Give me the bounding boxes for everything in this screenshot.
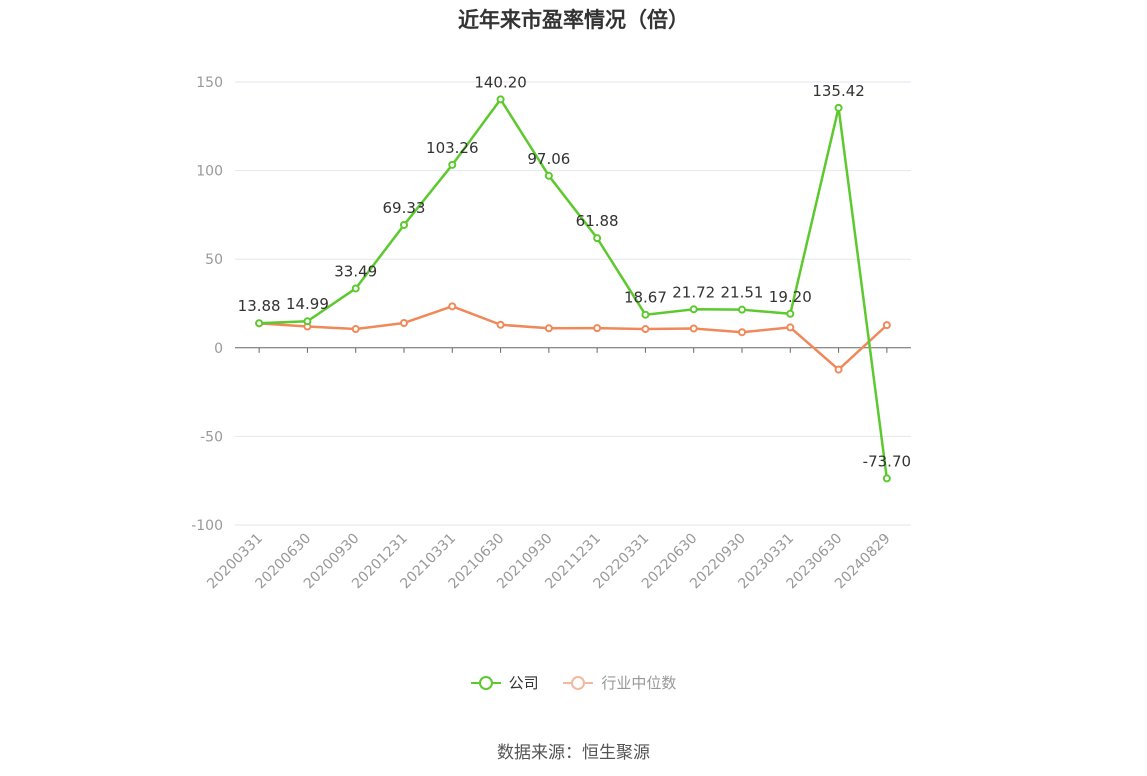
data-point-industry[interactable] <box>834 365 843 374</box>
data-point-company[interactable] <box>351 284 360 293</box>
y-tick-label: 150 <box>196 75 223 91</box>
data-label: 13.88 <box>238 297 281 315</box>
data-point-company[interactable] <box>496 95 505 104</box>
data-point-company[interactable] <box>834 103 843 112</box>
data-label: 21.72 <box>672 283 715 301</box>
data-point-industry[interactable] <box>351 325 360 334</box>
series <box>255 95 891 483</box>
data-point-company[interactable] <box>448 160 457 169</box>
data-point-company[interactable] <box>303 317 312 326</box>
y-tick-label: 100 <box>196 164 223 180</box>
data-label: 61.88 <box>576 212 619 230</box>
y-tick-label: 0 <box>214 341 223 357</box>
data-point-company[interactable] <box>544 171 553 180</box>
series-line-industry <box>259 305 888 371</box>
y-tick-label: -100 <box>191 518 223 534</box>
data-label: 33.49 <box>334 262 377 280</box>
data-point-company[interactable] <box>786 309 795 318</box>
data-point-industry[interactable] <box>738 328 746 337</box>
legend-label-company: 公司 <box>508 674 539 692</box>
data-label: 19.20 <box>769 288 812 306</box>
legend: 公司 行业中位数 <box>0 672 1147 694</box>
legend-swatch-industry <box>563 675 594 690</box>
data-label: 140.20 <box>474 73 527 91</box>
data-point-industry[interactable] <box>593 324 602 333</box>
data-label: 14.99 <box>286 295 329 313</box>
data-point-company[interactable] <box>738 305 746 314</box>
data-point-company[interactable] <box>689 305 698 314</box>
data-point-industry[interactable] <box>641 325 650 334</box>
data-point-company[interactable] <box>882 474 891 483</box>
data-point-industry[interactable] <box>400 318 408 327</box>
data-label: 97.06 <box>527 150 570 168</box>
data-point-industry[interactable] <box>786 323 795 332</box>
chart-title: 近年来市盈率情况（倍） <box>458 8 689 32</box>
legend-item-company[interactable]: 公司 <box>470 672 539 693</box>
data-point-industry[interactable] <box>448 302 457 311</box>
data-point-industry[interactable] <box>689 324 698 333</box>
legend-label-industry: 行业中位数 <box>601 674 677 692</box>
data-label: 69.33 <box>383 199 426 217</box>
data-point-company[interactable] <box>593 234 602 243</box>
data-label: 21.51 <box>721 284 764 302</box>
data-label: -73.70 <box>863 452 911 470</box>
pe-ratio-chart: 150100500-50-100202003312020063020200930… <box>191 73 911 592</box>
data-point-industry[interactable] <box>496 320 505 329</box>
data-label: 18.67 <box>624 289 667 307</box>
legend-item-industry[interactable]: 行业中位数 <box>563 672 676 693</box>
data-label: 103.26 <box>426 139 479 157</box>
data-label: 135.42 <box>812 82 865 100</box>
data-point-company[interactable] <box>255 319 264 328</box>
grid-lines <box>235 81 911 526</box>
data-point-industry[interactable] <box>544 324 553 333</box>
data-source: 数据来源：恒生聚源 <box>497 743 650 763</box>
y-tick-label: 50 <box>205 252 223 268</box>
data-point-company[interactable] <box>400 220 408 229</box>
data-labels: 13.88 14.99 33.49 69.33 103.26 140.20 97.06 61.… <box>238 73 911 470</box>
series-line-company <box>259 98 889 479</box>
data-point-company[interactable] <box>641 310 650 319</box>
legend-swatch-company <box>470 675 501 690</box>
data-point-industry[interactable] <box>882 321 891 330</box>
y-tick-label: -50 <box>200 429 223 445</box>
